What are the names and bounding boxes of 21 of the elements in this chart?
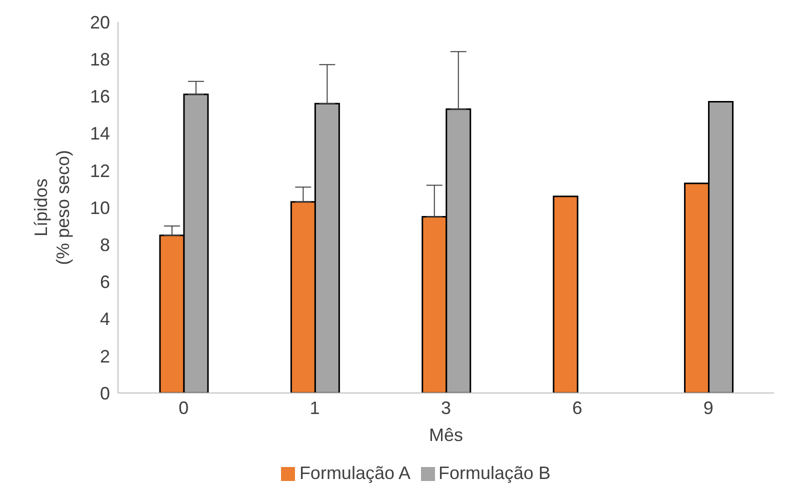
y-tick-label: 8	[100, 234, 110, 255]
x-tick-label: 3	[440, 398, 452, 418]
y-tick-label: 12	[90, 160, 110, 181]
y-tick-label: 6	[100, 272, 110, 292]
y-tick-label: 18	[90, 49, 110, 70]
y-tick-label: 0	[100, 383, 110, 404]
x-tick-label: 1	[310, 398, 320, 418]
bar	[552, 196, 578, 393]
x-tick-label: 0	[178, 398, 189, 418]
y-tick-label: 16	[90, 86, 110, 107]
y-tick-label: 20	[90, 12, 110, 32]
y-tick-label: 4	[100, 309, 110, 330]
y-axis-title: Lípidos (% peso seco)	[31, 150, 73, 266]
x-axis-title: Mês	[428, 425, 464, 445]
y-tick-label: 10	[90, 198, 110, 218]
x-tick-label: 9	[703, 398, 714, 418]
y-tick-label: 14	[90, 124, 110, 144]
x-tick-label: 6	[572, 398, 582, 418]
legend-label: Formulação A	[299, 463, 410, 483]
legend-label: Formulação B	[438, 463, 551, 483]
y-tick-label: 2	[100, 346, 110, 366]
